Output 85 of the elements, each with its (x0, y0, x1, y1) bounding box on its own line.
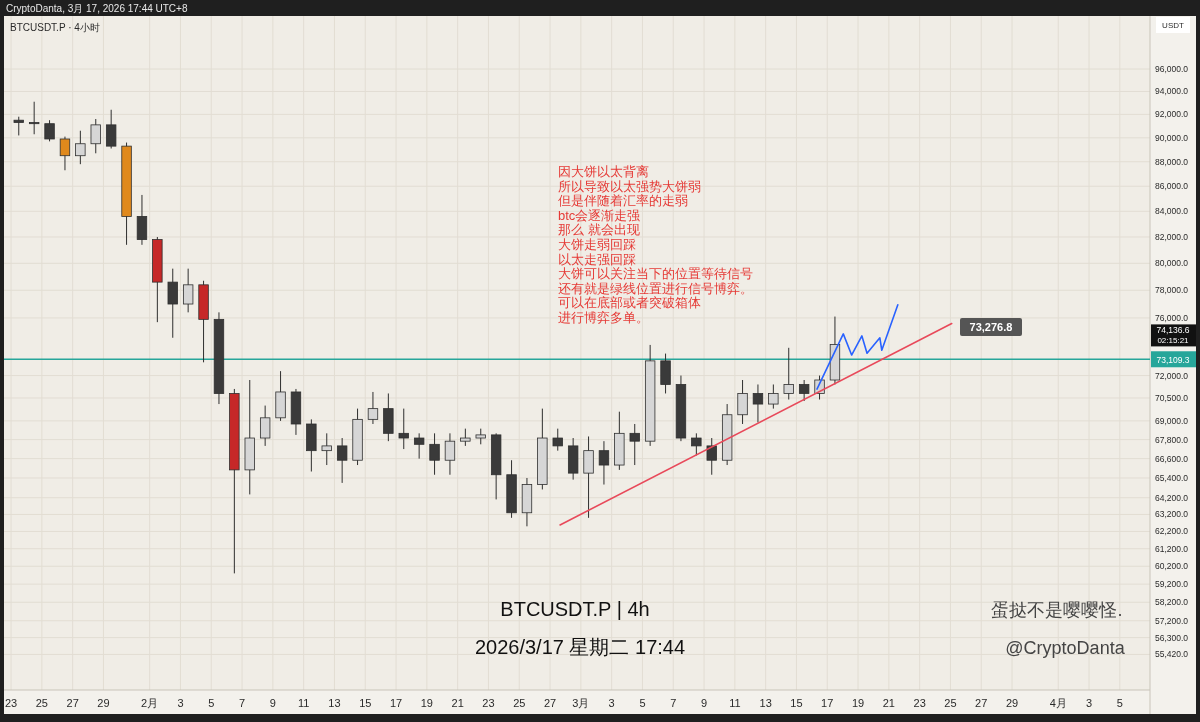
y-tick-label: 80,000.0 (1155, 258, 1189, 269)
x-tick-label: 11 (729, 697, 741, 709)
y-tick-label: 65,400.0 (1155, 473, 1189, 483)
x-tick-label: 17 (389, 697, 403, 709)
x-tick-label: 25 (35, 697, 48, 709)
y-tick-label: 69,000.0 (1155, 415, 1189, 426)
y-tick-label: 59,200.0 (1155, 579, 1189, 590)
annotation: 大饼可以关注当下的位置等待信号 (558, 266, 753, 282)
x-tick-label: 13 (759, 697, 772, 709)
annotation: 所以导致以太强势大饼弱 (558, 178, 701, 194)
y-tick-label: 86,000.0 (1155, 181, 1189, 192)
annotation: 进行博弈多单。 (558, 310, 649, 325)
annotation: 蛋挞不是嘤嘤怪. (991, 600, 1123, 620)
x-tick-label: 9 (269, 697, 276, 709)
y-tick-label: 88,000.0 (1155, 156, 1189, 167)
y-tick-label: 62,200.0 (1155, 526, 1189, 537)
x-tick-label: 25 (513, 697, 526, 709)
x-tick-label: 3月 (572, 697, 590, 709)
x-tick-label: 27 (975, 697, 988, 709)
annotation: 73,276.8 (960, 318, 1022, 336)
annotation: 那么 就会出现 (558, 222, 640, 238)
y-tick-label: 55,420.0 (1155, 649, 1189, 660)
y-tick-label: 96,000.0 (1155, 64, 1189, 75)
y-tick-label: 90,000.0 (1155, 132, 1189, 143)
x-tick-label: 27 (543, 697, 557, 709)
x-tick-label: 19 (851, 697, 865, 709)
y-tick-label: 64,200.0 (1155, 492, 1189, 503)
y-tick-label: 58,200.0 (1155, 597, 1189, 608)
x-tick-label: 7 (238, 697, 246, 709)
x-tick-label: 5 (208, 697, 215, 709)
x-tick-label: 4月 (1049, 697, 1067, 709)
x-tick-label: 17 (821, 697, 834, 709)
annotation: CryptoDanta, 3月 17, 2026 17:44 UTC+8 (6, 3, 188, 14)
x-tick-label: 7 (670, 697, 677, 709)
x-tick-label: 3 (1085, 697, 1093, 709)
y-tick-label: 57,200.0 (1155, 615, 1189, 626)
x-tick-label: 23 (4, 697, 18, 709)
y-tick-label: 84,000.0 (1155, 206, 1189, 217)
annotation: 73,276.8 (969, 321, 1013, 333)
y-tick-label: 82,000.0 (1155, 231, 1189, 242)
x-tick-label: 15 (359, 697, 372, 709)
x-tick-label: 9 (700, 697, 708, 709)
x-tick-label: 23 (482, 697, 495, 709)
annotation: btc会逐渐走强 (558, 207, 641, 223)
x-tick-label: 11 (297, 697, 310, 709)
x-tick-label: 15 (790, 697, 803, 709)
x-tick-label: 13 (328, 697, 341, 709)
x-tick-label: 3 (608, 697, 615, 709)
y-tick-label: 60,200.0 (1155, 561, 1189, 572)
x-tick-label: 29 (1005, 697, 1019, 709)
x-tick-label: 5 (639, 697, 646, 709)
annotation: @CryptoDanta (1005, 638, 1125, 658)
annotation: 大饼走弱回踩 (558, 237, 636, 252)
y-tick-label: 67,800.0 (1155, 434, 1189, 445)
x-tick-label: 27 (66, 697, 79, 709)
annotation: 以太走强回踩 (558, 251, 636, 267)
y-tick-label: 70,500.0 (1155, 392, 1189, 403)
text: BTCUSDT.P | 4h (500, 598, 650, 620)
y-tick-label: 66,600.0 (1155, 453, 1189, 464)
x-tick-label: 19 (420, 697, 433, 709)
y-tick-label: 78,000.0 (1155, 285, 1189, 296)
y-tick-label: 92,000.0 (1155, 109, 1189, 120)
y-tick-label: 63,200.0 (1155, 509, 1189, 520)
x-tick-label: 25 (944, 697, 957, 709)
annotation: 但是伴随着汇率的走弱 (558, 193, 688, 209)
y-tick-label: 56,300.0 (1155, 632, 1189, 643)
text: 2026/3/17 星期二 17:44 (474, 636, 686, 658)
annotation: 因大饼以太背离 (558, 164, 649, 179)
annotation: BTCUSDT.P · 4小时 (10, 22, 100, 33)
x-tick-label: 23 (913, 697, 926, 709)
x-tick-label: 29 (97, 697, 110, 709)
x-tick-label: 5 (1116, 697, 1123, 709)
y-tick-label: 72,000.0 (1155, 370, 1189, 381)
y-tick-label: 76,000.0 (1155, 312, 1189, 323)
ref-line-label: 73,109.3 (1156, 354, 1190, 365)
annotation: 可以在底部或者突破箱体 (558, 295, 701, 311)
annotation: 02:15:21 (1157, 336, 1189, 346)
x-tick-label: 21 (451, 697, 464, 709)
y-tick-label: 61,200.0 (1155, 543, 1189, 554)
x-tick-label: 21 (882, 697, 895, 709)
y-tick-label: 94,000.0 (1155, 86, 1189, 97)
x-tick-label: 3 (177, 697, 184, 709)
y-axis-title: USDT (1162, 21, 1184, 30)
annotation: 还有就是绿线位置进行信号博弈。 (558, 280, 753, 296)
x-tick-label: 2月 (141, 697, 159, 709)
